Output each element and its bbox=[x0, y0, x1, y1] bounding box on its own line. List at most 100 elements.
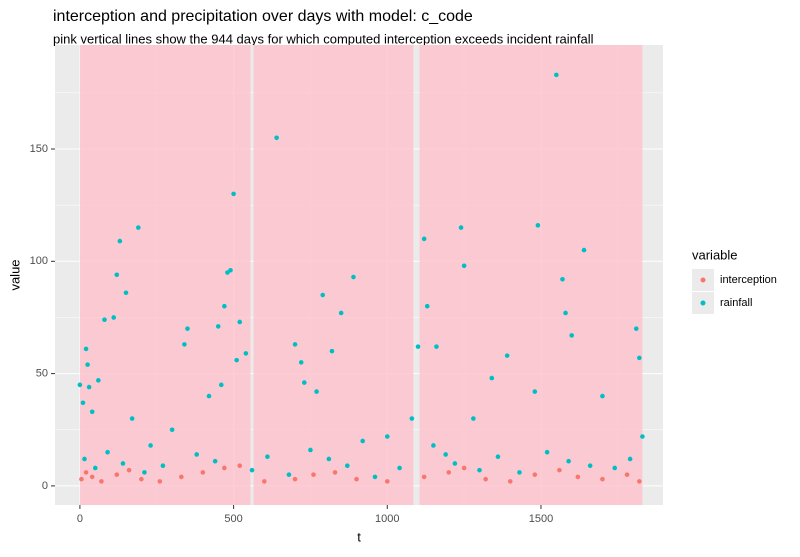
point bbox=[286, 472, 292, 477]
point bbox=[554, 72, 559, 78]
point bbox=[434, 344, 439, 349]
point bbox=[431, 443, 436, 448]
point bbox=[624, 472, 630, 477]
point bbox=[345, 463, 350, 468]
point bbox=[142, 470, 147, 475]
chart-subtitle: pink vertical lines show the 944 days fo… bbox=[53, 31, 594, 46]
point bbox=[83, 470, 89, 475]
highlight-span bbox=[419, 45, 643, 505]
point bbox=[139, 476, 144, 482]
point bbox=[637, 355, 642, 361]
point bbox=[249, 467, 255, 473]
y-tick-label: 50 bbox=[36, 368, 48, 380]
point bbox=[102, 317, 107, 322]
point bbox=[424, 303, 430, 309]
point bbox=[332, 470, 338, 475]
point bbox=[311, 472, 316, 477]
point bbox=[421, 474, 427, 480]
point bbox=[446, 470, 452, 475]
point bbox=[314, 389, 319, 394]
point bbox=[89, 474, 95, 480]
legend-label: rainfall bbox=[720, 297, 752, 309]
point bbox=[111, 315, 117, 320]
point bbox=[114, 272, 120, 278]
point bbox=[320, 292, 326, 298]
point bbox=[338, 310, 344, 316]
point bbox=[85, 362, 90, 367]
point bbox=[452, 461, 458, 466]
point bbox=[308, 447, 313, 453]
legend-label: interception bbox=[720, 274, 777, 286]
point bbox=[471, 416, 476, 421]
legend-marker bbox=[700, 300, 706, 306]
point bbox=[397, 465, 402, 471]
point bbox=[532, 389, 538, 394]
point bbox=[544, 449, 550, 455]
point bbox=[384, 434, 390, 439]
point bbox=[461, 263, 467, 269]
point bbox=[215, 324, 221, 329]
point bbox=[566, 458, 571, 464]
point bbox=[535, 223, 541, 228]
point bbox=[443, 452, 448, 457]
point bbox=[222, 465, 227, 471]
point bbox=[569, 333, 575, 338]
point bbox=[237, 463, 243, 468]
point bbox=[372, 474, 378, 480]
point bbox=[354, 476, 359, 482]
point bbox=[600, 476, 605, 482]
x-tick-label: 0 bbox=[77, 513, 83, 525]
point bbox=[557, 467, 562, 473]
point bbox=[169, 427, 175, 433]
point bbox=[218, 382, 224, 388]
point bbox=[640, 434, 645, 439]
point bbox=[612, 465, 618, 471]
point bbox=[633, 326, 639, 331]
point bbox=[421, 236, 427, 242]
point bbox=[120, 461, 126, 466]
x-tick-label: 1500 bbox=[529, 513, 553, 525]
point bbox=[461, 465, 467, 471]
point bbox=[575, 474, 581, 480]
point bbox=[600, 393, 605, 399]
point bbox=[123, 290, 129, 296]
point bbox=[80, 400, 86, 406]
point bbox=[96, 378, 101, 383]
point bbox=[384, 479, 390, 484]
y-axis-label: value bbox=[7, 259, 22, 290]
point bbox=[157, 479, 163, 484]
point bbox=[89, 409, 95, 415]
point bbox=[329, 348, 335, 354]
point bbox=[360, 438, 365, 444]
point bbox=[136, 225, 141, 230]
point bbox=[77, 382, 83, 388]
point bbox=[114, 472, 120, 477]
point bbox=[99, 479, 104, 484]
point bbox=[292, 342, 298, 347]
point bbox=[92, 465, 98, 471]
highlight-span bbox=[253, 45, 414, 505]
point bbox=[504, 353, 510, 358]
point bbox=[194, 452, 200, 457]
point bbox=[148, 443, 153, 448]
point bbox=[231, 191, 236, 197]
point bbox=[637, 479, 642, 484]
point bbox=[415, 344, 421, 349]
point bbox=[126, 467, 132, 473]
point bbox=[179, 474, 184, 480]
point bbox=[458, 225, 464, 230]
x-tick-label: 500 bbox=[224, 513, 242, 525]
point bbox=[489, 375, 495, 381]
point bbox=[517, 470, 522, 475]
y-tick-label: 0 bbox=[42, 480, 48, 492]
point bbox=[86, 384, 92, 390]
point bbox=[326, 456, 332, 462]
point bbox=[581, 247, 587, 253]
point bbox=[200, 470, 206, 475]
point bbox=[563, 310, 568, 316]
x-axis-label: t bbox=[357, 529, 361, 544]
highlight-span bbox=[79, 45, 251, 505]
point bbox=[212, 458, 218, 464]
point bbox=[507, 479, 513, 484]
